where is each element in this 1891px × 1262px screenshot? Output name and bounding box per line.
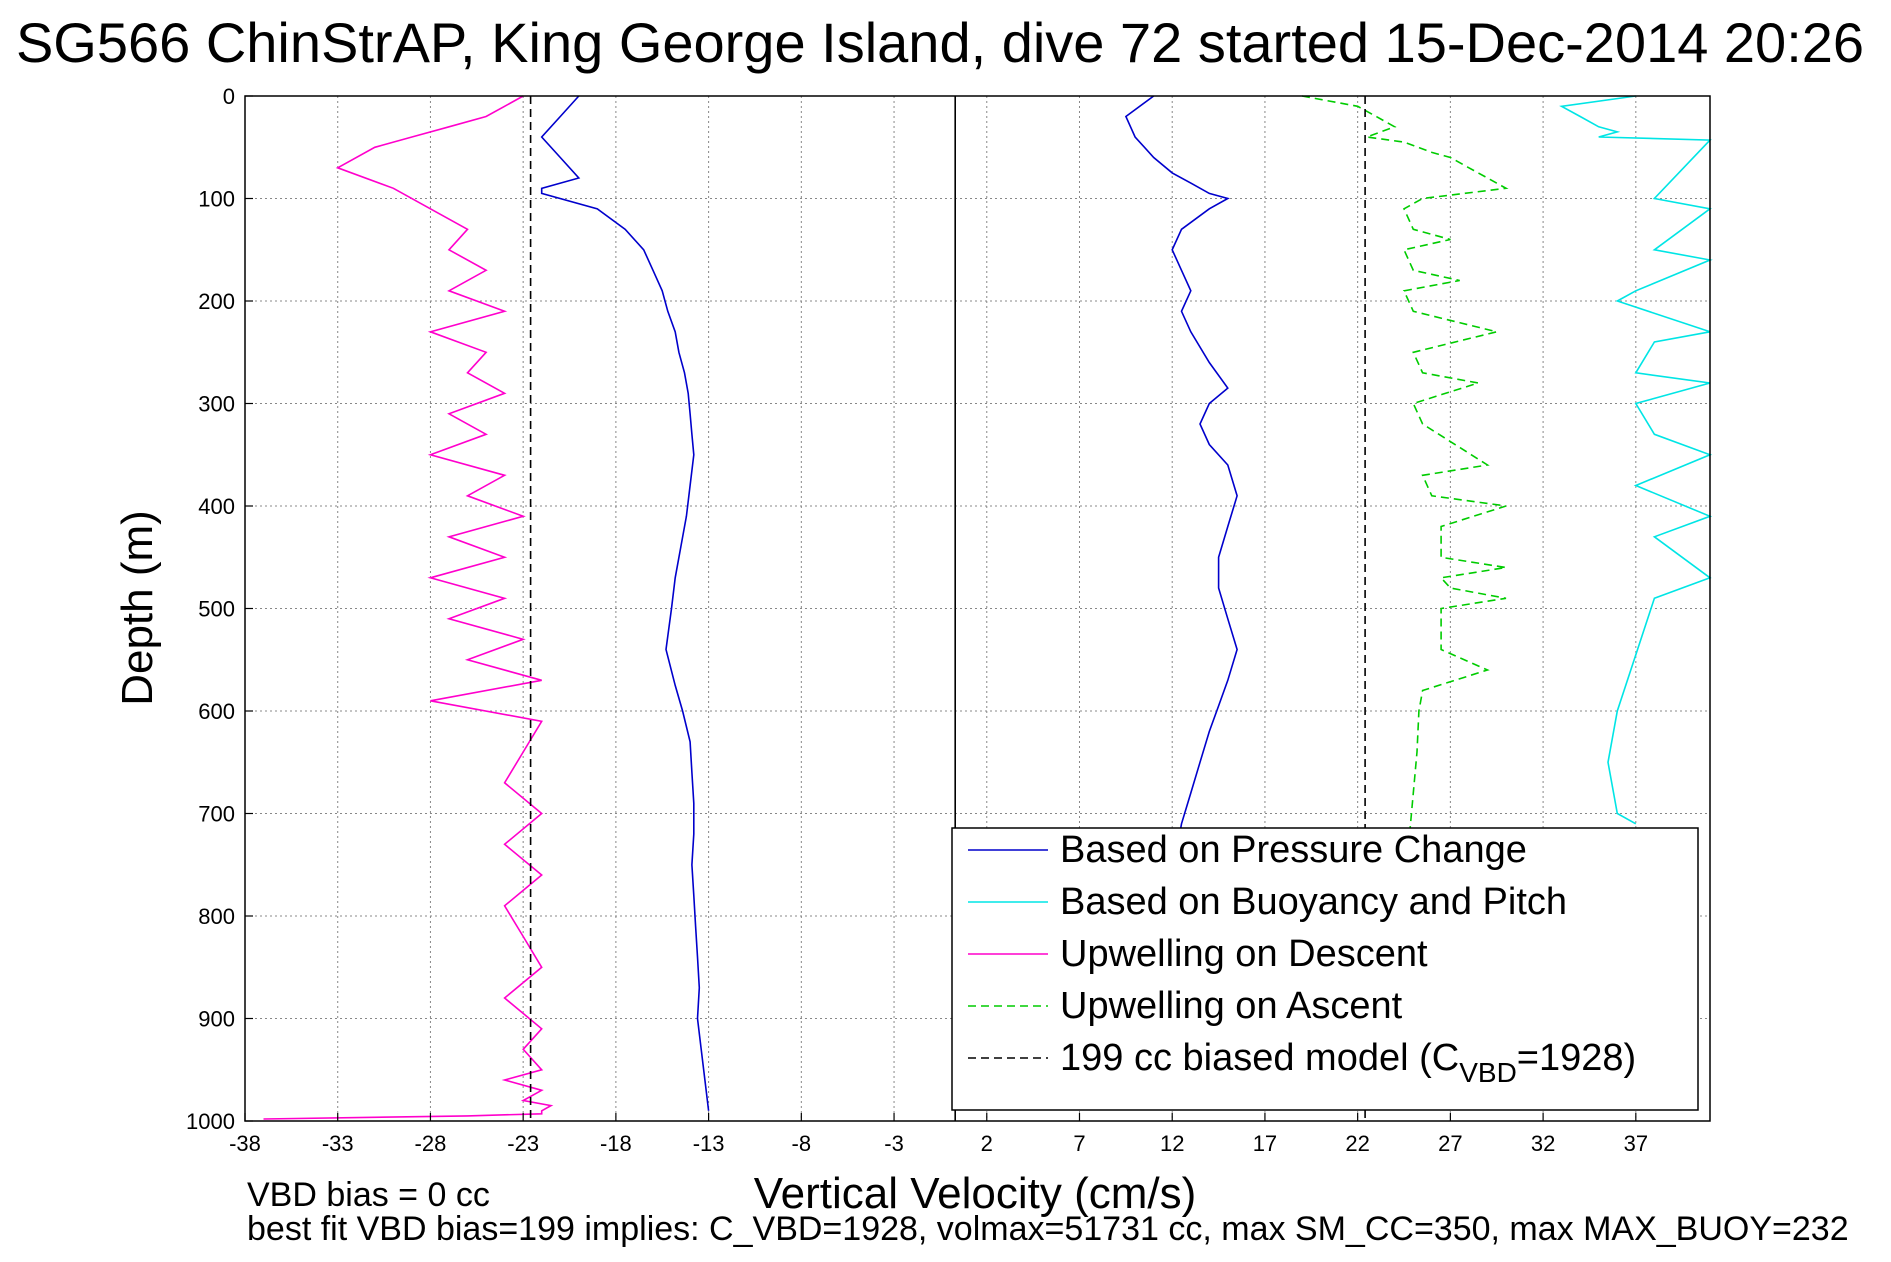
legend-label-text: Upwelling on Descent [1060, 933, 1428, 975]
series-line-4 [1559, 95, 1713, 825]
x-tick-label: 22 [1345, 1131, 1369, 1156]
legend-label-text: Upwelling on Ascent [1060, 985, 1403, 1027]
x-tick-label: 2 [981, 1131, 993, 1156]
series-line-3 [1301, 95, 1509, 1111]
series-line-2 [263, 95, 554, 1120]
legend-box [951, 827, 1699, 1111]
legend-label: 199 cc biased model (CVBD=1928) [1060, 1037, 1636, 1088]
x-tick-label: 7 [1073, 1131, 1085, 1156]
legend-label-text: Based on Buoyancy and Pitch [1060, 881, 1567, 923]
x-tick-label: 27 [1438, 1131, 1462, 1156]
y-tick-label: 500 [198, 597, 235, 622]
legend: Based on Pressure Change Based on Buoyanc… [951, 827, 1699, 1111]
x-tick-label: -8 [792, 1131, 812, 1156]
y-tick-label: 200 [198, 289, 235, 314]
x-tick-label: -33 [322, 1131, 354, 1156]
legend-label-text: 199 cc biased model (C [1060, 1037, 1459, 1079]
legend-label-subscript: VBD [1459, 1057, 1517, 1088]
y-tick-label: 1000 [186, 1109, 235, 1134]
x-tick-label: -3 [884, 1131, 904, 1156]
y-tick-label: 0 [223, 84, 235, 109]
footer-line-1: VBD bias = 0 cc [247, 1176, 490, 1214]
series-layer [263, 95, 1713, 1121]
x-tick-label: 37 [1624, 1131, 1648, 1156]
y-tick-label: 800 [198, 904, 235, 929]
x-axis-label: Vertical Velocity (cm/s) [754, 1169, 1197, 1218]
legend-label-text: Based on Pressure Change [1060, 829, 1527, 871]
series-line-0 [540, 95, 710, 1111]
y-tick-label: 600 [198, 699, 235, 724]
series-line-1 [1124, 95, 1238, 845]
chart-title: SG566 ChinStrAP, King George Island, div… [16, 11, 1864, 74]
footer-line-2: best fit VBD bias=199 implies: C_VBD=192… [247, 1210, 1849, 1248]
x-tick-label: 12 [1160, 1131, 1184, 1156]
y-tick-label: 100 [198, 187, 235, 212]
x-tick-label: -38 [229, 1131, 261, 1156]
y-tick-label: 700 [198, 802, 235, 827]
y-ticks: 0 100 200 300 400 500 600 700 800 900 1000 [186, 84, 253, 1134]
x-tick-label: -18 [600, 1131, 632, 1156]
y-tick-label: 300 [198, 392, 235, 417]
x-ticks: -38 -33 -28 -23 -18 -13 -8 -3 2 7 12 17 22 27 32 37 [229, 1113, 1648, 1156]
y-tick-label: 400 [198, 494, 235, 519]
legend-label: Based on Pressure Change [1060, 829, 1527, 871]
x-tick-label: -13 [693, 1131, 725, 1156]
legend-label-suffix: =1928) [1517, 1037, 1636, 1079]
legend-label: Upwelling on Descent [1060, 933, 1428, 975]
x-tick-label: 32 [1531, 1131, 1555, 1156]
x-tick-label: 17 [1253, 1131, 1277, 1156]
y-axis-label: Depth (m) [113, 510, 162, 706]
x-tick-label: -23 [507, 1131, 539, 1156]
legend-label: Upwelling on Ascent [1060, 985, 1403, 1027]
x-tick-label: -28 [415, 1131, 447, 1156]
legend-label: Based on Buoyancy and Pitch [1060, 881, 1567, 923]
y-tick-label: 900 [198, 1007, 235, 1032]
